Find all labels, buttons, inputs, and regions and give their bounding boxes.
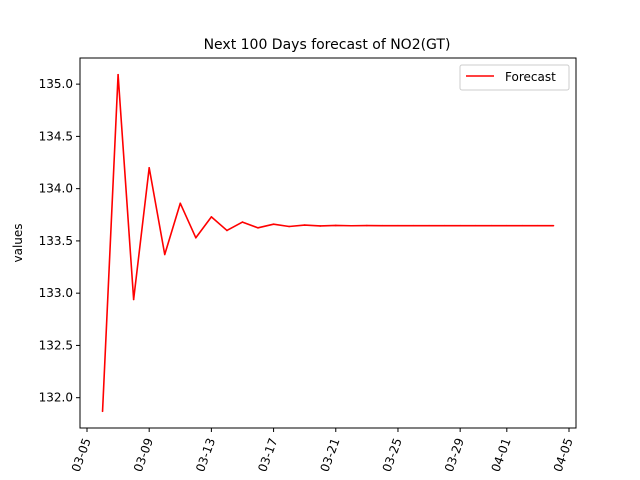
data-point	[303, 224, 306, 226]
y-tick-label: 133.0	[39, 286, 73, 300]
data-point	[474, 224, 477, 227]
data-point	[350, 224, 353, 227]
data-point	[366, 224, 368, 227]
x-tick-label: 03-25	[380, 436, 405, 474]
y-tick-label: 134.5	[39, 129, 73, 143]
data-point	[272, 223, 275, 225]
data-point	[226, 229, 228, 232]
data-point	[241, 221, 244, 223]
data-point	[537, 224, 539, 227]
series-line	[101, 73, 554, 412]
data-point	[195, 236, 197, 239]
y-tick-label: 133.5	[39, 234, 73, 248]
x-tick-label: 03-17	[255, 436, 280, 474]
data-point	[163, 253, 166, 256]
y-tick-label: 135.0	[39, 77, 73, 91]
data-point	[132, 298, 135, 301]
data-point	[397, 224, 399, 227]
data-point	[117, 73, 119, 76]
y-axis-label: values	[11, 223, 25, 262]
data-point	[210, 216, 213, 218]
x-tick-label: 03-05	[69, 436, 94, 474]
data-point	[428, 224, 430, 227]
data-point	[490, 224, 493, 227]
y-tick-label: 134.0	[39, 182, 73, 196]
data-point	[381, 224, 384, 227]
data-point	[443, 224, 446, 227]
data-point	[412, 224, 415, 227]
data-point	[148, 166, 150, 169]
x-tick-label: 04-01	[489, 436, 514, 474]
chart-title: Next 100 Days forecast of NO2(GT)	[204, 37, 451, 53]
y-tick-label: 132.5	[39, 338, 73, 352]
plot-area	[101, 73, 555, 413]
data-point	[459, 224, 461, 227]
x-tick-label: 03-29	[442, 436, 467, 474]
x-tick-label: 03-13	[193, 436, 218, 474]
data-point	[319, 225, 322, 227]
data-point	[334, 224, 337, 227]
data-point	[179, 202, 182, 205]
axes-frame	[79, 57, 577, 429]
y-tick-label: 132.0	[39, 391, 73, 405]
legend-box	[459, 64, 570, 91]
legend: Forecast	[459, 64, 570, 91]
data-point	[521, 224, 524, 227]
data-point	[101, 410, 104, 413]
data-point	[552, 224, 555, 227]
legend-label: Forecast	[505, 70, 556, 84]
data-point	[257, 227, 259, 229]
x-tick-label: 04-05	[551, 436, 576, 474]
data-point	[288, 225, 290, 228]
x-tick-label: 03-09	[131, 436, 156, 474]
data-point	[506, 224, 508, 227]
x-tick-label: 03-21	[318, 436, 343, 474]
